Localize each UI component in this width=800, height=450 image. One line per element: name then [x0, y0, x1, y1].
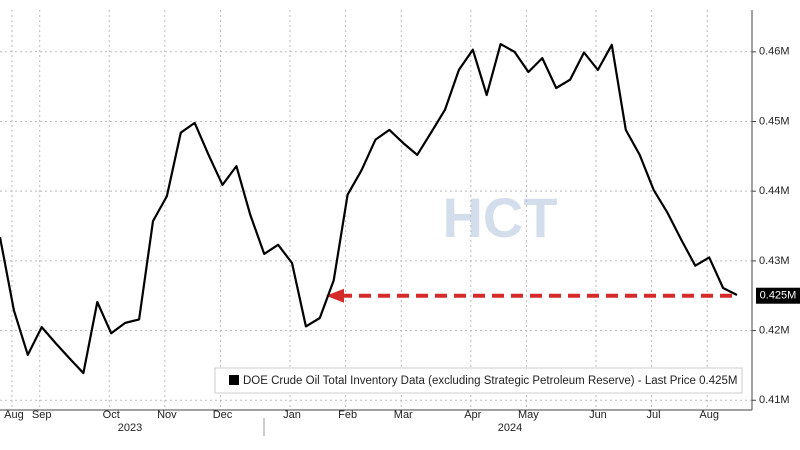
y-tick-label: 0.43M: [759, 255, 790, 267]
watermark: HCT: [442, 186, 557, 249]
legend-label: DOE Crude Oil Total Inventory Data (excl…: [243, 375, 738, 387]
y-tick-label: 0.41M: [759, 394, 790, 406]
x-tick-label: Dec: [213, 409, 233, 421]
x-tick-label: Sep: [32, 409, 52, 421]
y-tick-label: 0.42M: [759, 324, 790, 336]
arrow-head: [326, 288, 344, 303]
year-label: 2023: [118, 422, 142, 434]
last-price-label: 0.425M: [760, 290, 797, 302]
x-tick-label: Oct: [103, 409, 120, 421]
last-price-box: [756, 287, 800, 304]
y-tick-label: 0.46M: [759, 46, 790, 58]
x-tick-label: Feb: [338, 409, 357, 421]
x-tick-label: Apr: [464, 409, 481, 421]
x-tick-label: Aug: [4, 409, 24, 421]
x-tick-label: Jan: [283, 409, 301, 421]
x-tick-label: Aug: [699, 409, 719, 421]
y-tick-label: 0.44M: [759, 185, 790, 197]
x-tick-label: Mar: [394, 409, 413, 421]
legend-swatch: [229, 375, 239, 385]
x-tick-label: Jul: [647, 409, 661, 421]
x-tick-label: Jun: [589, 409, 607, 421]
year-label: 2024: [498, 422, 522, 434]
y-tick-label: 0.45M: [759, 115, 790, 127]
series-line: [0, 43, 738, 375]
x-tick-label: May: [518, 409, 539, 421]
legend-box: [214, 367, 743, 394]
x-tick-label: Nov: [157, 409, 177, 421]
